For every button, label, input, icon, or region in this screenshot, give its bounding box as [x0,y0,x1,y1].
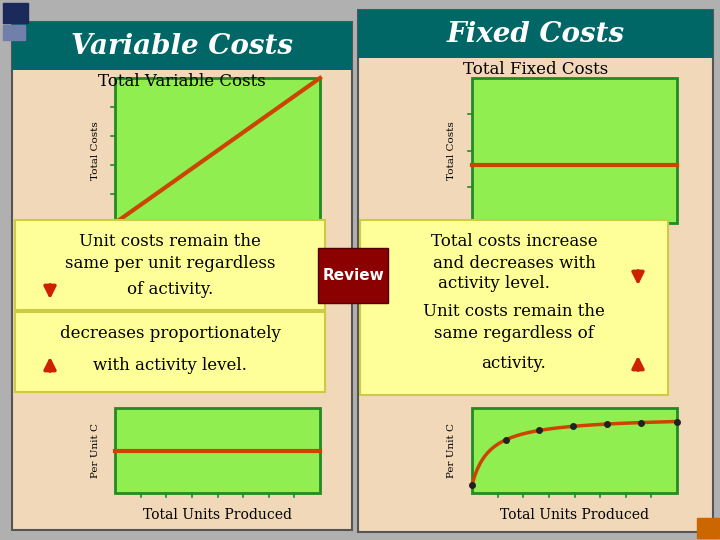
Text: same per unit regardless: same per unit regardless [65,255,275,273]
Bar [3,25,25,40]
Text: Review: Review [322,268,384,283]
Text: Fixed Costs: Fixed Costs [446,21,624,48]
Text: Per Unit C: Per Unit C [448,423,456,478]
Bar [12,22,352,530]
Bar [472,78,677,223]
Text: Total Units Produced: Total Units Produced [143,508,292,522]
Text: same regardless of: same regardless of [434,326,594,342]
Text: Unit costs remain the: Unit costs remain the [79,233,261,251]
Bar [360,220,668,395]
Bar [697,518,719,538]
Text: and decreases with: and decreases with [433,255,595,273]
Bar [318,248,388,303]
Bar [358,10,713,532]
Text: Total Costs: Total Costs [91,121,99,180]
Bar [472,408,677,493]
Text: Total Variable Costs: Total Variable Costs [98,73,266,91]
Text: Total Costs: Total Costs [448,121,456,180]
Bar [12,22,352,70]
Text: Variable Costs: Variable Costs [71,32,293,59]
Text: Total Units Produced: Total Units Produced [500,508,649,522]
Text: Total costs increase: Total costs increase [431,233,598,251]
Bar [358,10,713,58]
Bar [3,3,28,23]
Text: Total Fixed Costs: Total Fixed Costs [463,62,608,78]
Bar [15,220,325,310]
Text: Unit costs remain the: Unit costs remain the [423,303,605,321]
Text: Per Unit C: Per Unit C [91,423,99,478]
Bar [15,312,325,392]
Text: with activity level.: with activity level. [93,357,247,375]
Text: of activity.: of activity. [127,281,213,299]
Text: decreases proportionately: decreases proportionately [60,326,280,342]
Text: activity.: activity. [482,354,546,372]
Bar [115,78,320,223]
Bar [115,408,320,493]
Text: activity level.: activity level. [438,275,550,293]
